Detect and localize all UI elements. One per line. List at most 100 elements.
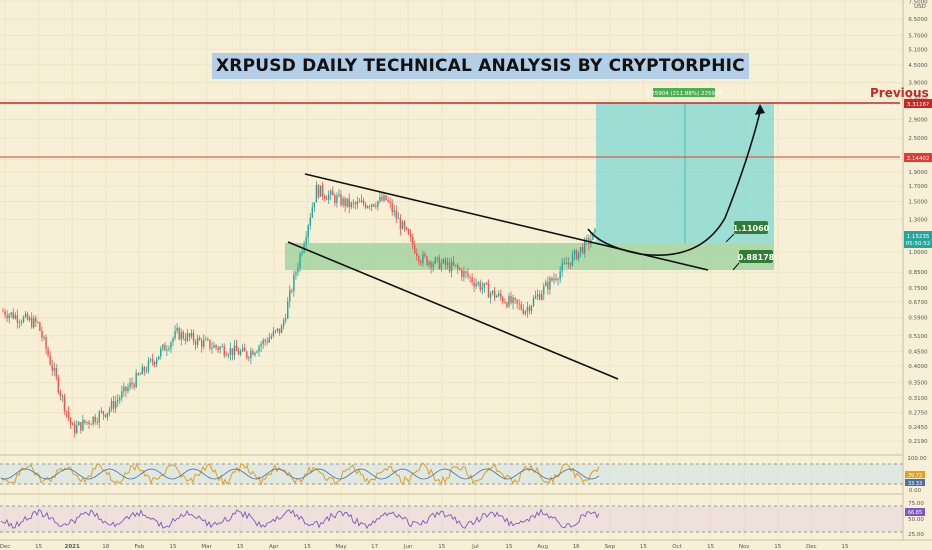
candles [2, 181, 596, 438]
price-tag-level2-bg [904, 153, 932, 162]
candle-body [182, 332, 184, 339]
y-tick-label: 1.5000 [908, 200, 928, 206]
candle-body [112, 400, 115, 409]
x-tick-label: 18 [102, 544, 109, 550]
candle-body [553, 278, 555, 281]
candle-body [563, 262, 565, 264]
candle-body [127, 387, 129, 392]
candle-body [78, 422, 80, 426]
candle-body [493, 290, 496, 298]
candle-body [399, 218, 402, 230]
candle-body [522, 309, 525, 314]
candle-body [20, 322, 23, 323]
candle-body [344, 198, 346, 207]
candle-body [272, 331, 275, 337]
y-tick-label: 0.4000 [908, 364, 928, 370]
candle-body [223, 346, 225, 356]
lower-trend-line[interactable] [287, 241, 619, 380]
y-tick-label: 3.9000 [908, 81, 928, 87]
x-tick-label: 17 [371, 544, 378, 550]
candle-body [485, 283, 488, 285]
candle-body [311, 207, 314, 218]
candle-body [504, 302, 506, 303]
candle-body [256, 351, 258, 353]
candle-body [268, 338, 271, 343]
candle-body [330, 190, 332, 195]
target-box-label: 3.25904 (211.88%) 225904 [646, 91, 722, 97]
candle-body [51, 364, 53, 371]
candle-body [551, 278, 553, 281]
level-lower-tag [739, 250, 773, 263]
candle-body [100, 411, 103, 412]
candle-body [538, 294, 541, 300]
x-tick-label: Aug [537, 544, 548, 550]
y-tick-label: 0.3500 [908, 381, 928, 387]
y-tick-label: 6.5000 [908, 17, 928, 23]
candle-body [16, 315, 19, 323]
candle-body [43, 337, 45, 339]
candle-body [557, 279, 559, 281]
candle-body [244, 347, 246, 352]
price-tag-countdown: 05:50:52 [906, 241, 931, 247]
candle-body [205, 339, 207, 341]
y-tick-label: 5.1000 [908, 47, 928, 53]
candle-body [168, 348, 170, 350]
lower-tick-50: 50.00 [908, 517, 924, 523]
candle-body [422, 254, 424, 264]
candle-body [8, 314, 10, 319]
candle-body [389, 201, 391, 204]
y-tick-label: 0.3100 [908, 396, 928, 402]
candle-body [416, 253, 418, 257]
candle-body [536, 294, 539, 297]
candle-body [211, 347, 213, 349]
candle-body [307, 225, 309, 237]
rsi-signal-line [0, 468, 600, 480]
candle-body [289, 290, 291, 302]
candle-body [160, 348, 162, 357]
candle-body [403, 221, 406, 228]
candle-body [434, 257, 436, 264]
x-tick-label: Dec [806, 544, 817, 550]
candle-body [481, 287, 484, 290]
projection-curve[interactable] [587, 111, 761, 256]
candle-body [166, 349, 168, 351]
y-tick-label: 1.3000 [908, 217, 928, 223]
level-upper-tag [734, 221, 768, 234]
candle-body [586, 238, 588, 240]
candle-body [102, 411, 105, 415]
candle-body [174, 330, 176, 339]
rsi-band [0, 464, 903, 484]
candle-body [186, 333, 189, 341]
candle-body [579, 247, 582, 252]
candle-body [110, 400, 113, 409]
price-tag-target-bg [904, 99, 932, 108]
candle-body [57, 376, 60, 393]
candle-body [569, 262, 572, 266]
x-tick-label: 15 [640, 544, 647, 550]
candle-body [584, 239, 586, 254]
candle-body [108, 408, 111, 413]
candle-body [520, 304, 522, 310]
candle-body [264, 340, 266, 342]
candle-body [63, 395, 66, 412]
candle-body [354, 202, 357, 205]
level-upper-label: 1.11060 [733, 224, 770, 233]
candle-body [360, 200, 363, 203]
candle-body [30, 317, 33, 328]
price-tag-level2: 2.14402 [907, 156, 930, 162]
candle-body [471, 277, 473, 283]
y-tick-label: 5.7000 [908, 33, 928, 39]
candle-body [125, 386, 127, 392]
candle-body [153, 361, 156, 364]
candle-body [119, 398, 121, 400]
candle-body [106, 412, 109, 417]
candle-body [395, 210, 398, 219]
candle-body [96, 422, 98, 423]
candle-body [465, 271, 467, 273]
x-tick-label: 2021 [65, 544, 80, 550]
candle-body [491, 290, 494, 294]
candle-body [131, 382, 133, 385]
candle-body [55, 368, 57, 377]
candle-body [426, 256, 428, 265]
candle-body [129, 382, 131, 388]
